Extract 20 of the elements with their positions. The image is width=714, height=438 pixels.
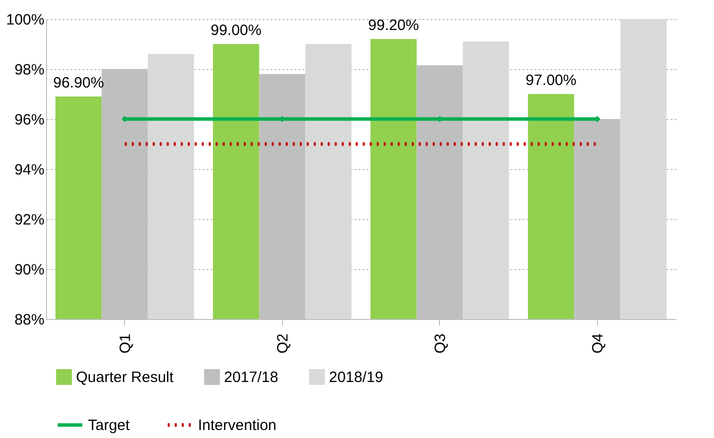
x-tick-label: Q2 bbox=[274, 334, 292, 354]
x-tick-label: Q1 bbox=[116, 334, 134, 354]
x-tick-label: Q3 bbox=[432, 334, 449, 354]
y-tick-label: 94% bbox=[14, 162, 44, 178]
data-label: 96.90% bbox=[53, 74, 104, 92]
legend-label: 2017/18 bbox=[224, 369, 278, 386]
legend-label: Intervention bbox=[198, 417, 276, 434]
legend-label: 2018/19 bbox=[329, 369, 384, 386]
y-tick-label: 88% bbox=[14, 312, 44, 328]
x-tick-label: Q4 bbox=[589, 334, 606, 354]
y-tick-label: 90% bbox=[14, 262, 44, 278]
y-tick-label: 100% bbox=[6, 12, 44, 28]
data-label: 99.20% bbox=[368, 17, 419, 34]
legend-label: Quarter Result bbox=[76, 369, 174, 386]
y-tick-label: 98% bbox=[14, 62, 44, 78]
data-label: 99.00% bbox=[210, 22, 262, 39]
y-tick-label: 92% bbox=[14, 212, 44, 228]
y-tick-label: 96% bbox=[14, 112, 44, 128]
legend-label: Target bbox=[88, 417, 131, 434]
data-label: 97.00% bbox=[526, 72, 576, 89]
